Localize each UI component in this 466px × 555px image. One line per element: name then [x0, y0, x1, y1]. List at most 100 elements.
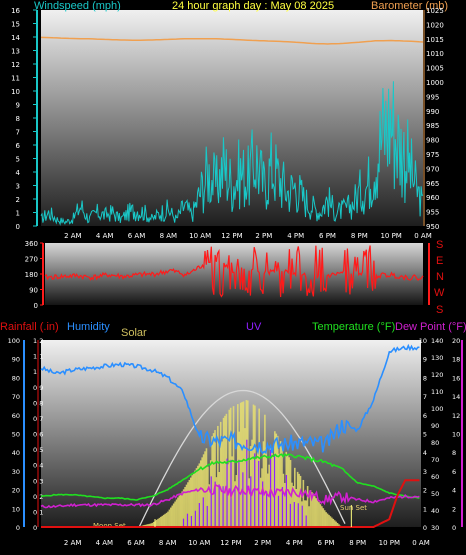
wind-y-tick-label: 15 — [11, 21, 20, 29]
rainfall-y-tick-label: 1 — [33, 368, 37, 376]
barometer-y-tick-label: 950 — [426, 223, 439, 231]
x-tick-label: 6 PM — [318, 539, 335, 547]
barometer-y-tick-label: 1025 — [426, 7, 444, 15]
wind-y-tick-label: 7 — [16, 129, 20, 137]
x-tick-label: 12 PM — [220, 539, 241, 547]
x-tick-label: 4 PM — [287, 232, 304, 240]
compass-label: S — [436, 304, 443, 316]
compass-label: S — [436, 239, 443, 251]
wind-y-tick-label: 4 — [16, 169, 21, 177]
uv-y-tick-label: 5 — [423, 431, 427, 439]
temperature-y-tick-label: 60 — [431, 473, 439, 481]
temperature-y-tick-label: 30 — [431, 524, 439, 532]
x-tick-label: 0 AM — [414, 232, 432, 240]
humidity-y-tick-label: 10 — [12, 505, 20, 513]
humidity-y-tick-label: 70 — [12, 393, 20, 401]
rainfall-y-tick-label: 0 — [33, 524, 37, 532]
x-tick-label: 2 PM — [254, 539, 271, 547]
barometer-y-tick-label: 1010 — [426, 50, 444, 58]
barometer-y-tick-label: 955 — [426, 209, 439, 217]
humidity-y-tick-label: 50 — [12, 431, 20, 439]
dewpoint-line — [40, 483, 420, 509]
windspeed-line — [40, 81, 424, 226]
humidity-line — [40, 343, 420, 455]
humidity-y-tick-label: 100 — [8, 337, 20, 345]
x-tick-label: 10 PM — [380, 232, 401, 240]
x-tick-label: 0 AM — [412, 539, 430, 547]
barometer-y-tick-label: 980 — [426, 137, 439, 145]
wind-y-tick-label: 2 — [16, 196, 20, 204]
solar-axis-title: Solar — [121, 327, 147, 339]
dewpoint-y-tick-label: 10 — [452, 431, 460, 439]
temperature-y-tick-label: 80 — [431, 439, 439, 447]
uv-axis-title: UV — [246, 321, 262, 333]
dewpoint-y-tick-label: 4 — [452, 487, 456, 495]
x-tick-label: 12 PM — [221, 232, 242, 240]
temperature-y-tick-label: 90 — [431, 422, 439, 430]
wind-y-tick-label: 3 — [16, 183, 20, 191]
temperature-line — [40, 452, 420, 501]
barometer-y-tick-label: 960 — [426, 194, 439, 202]
x-tick-label: 2 AM — [64, 232, 82, 240]
wind-y-tick-label: 16 — [11, 7, 20, 15]
temperature-y-tick-label: 110 — [431, 388, 443, 396]
wind-y-tick-label: 0 — [16, 223, 20, 231]
temperature-y-tick-label: 140 — [431, 337, 443, 345]
dewpoint-axis-title: Dew Point (°F) — [395, 321, 466, 333]
x-tick-label: 8 PM — [349, 539, 366, 547]
wind-y-tick-label: 10 — [11, 88, 20, 96]
barometer-y-tick-label: 970 — [426, 165, 439, 173]
dynamic-marks: 0123456789101112131415169509559609659709… — [8, 7, 463, 547]
x-tick-label: 2 PM — [255, 232, 272, 240]
compass-label: E — [436, 255, 443, 267]
wind-y-tick-label: 1 — [16, 210, 20, 218]
x-tick-label: 6 AM — [127, 539, 145, 547]
barometer-y-tick-label: 975 — [426, 151, 439, 159]
uv-y-tick-label: 9 — [423, 356, 427, 364]
x-tick-label: 4 AM — [96, 232, 114, 240]
sun-set-label: Sun Set — [340, 504, 367, 512]
temperature-y-tick-label: 130 — [431, 354, 443, 362]
wind-y-tick-label: 8 — [16, 115, 20, 123]
dewpoint-y-tick-label: 20 — [452, 337, 460, 345]
dewpoint-y-tick-label: 8 — [452, 449, 456, 457]
wind-y-tick-label: 12 — [11, 61, 20, 69]
direction-y-tick-label: 0 — [34, 302, 38, 310]
compass-label: N — [436, 271, 444, 283]
barometer-y-tick-label: 1005 — [426, 65, 444, 73]
temperature-y-tick-label: 50 — [431, 490, 439, 498]
uv-y-tick-label: 3 — [423, 468, 427, 476]
direction-y-tick-label: 90 — [29, 287, 38, 295]
humidity-y-tick-label: 80 — [12, 374, 20, 382]
compass-labels: S E N W S — [434, 239, 445, 316]
uv-y-tick-label: 7 — [423, 393, 427, 401]
barometer-axis-title: Barometer (mb) — [371, 0, 448, 12]
x-tick-label: 10 PM — [379, 539, 400, 547]
x-tick-label: 8 AM — [160, 232, 178, 240]
uv-y-tick-label: 2 — [423, 487, 427, 495]
temperature-y-tick-label: 120 — [431, 371, 443, 379]
wind-y-tick-label: 9 — [16, 102, 20, 110]
temperature-axis-title: Temperature (°F) — [312, 321, 395, 333]
barometer-y-tick-label: 1015 — [426, 36, 444, 44]
barometer-y-tick-label: 1000 — [426, 79, 444, 87]
direction-y-tick-label: 270 — [25, 256, 38, 264]
windspeed-axis-title: Windspeed (mph) — [34, 0, 121, 12]
humidity-y-tick-label: 30 — [12, 468, 20, 476]
humidity-axis-title: Humidity — [67, 321, 110, 333]
temperature-y-tick-label: 40 — [431, 507, 439, 515]
wind-y-tick-label: 11 — [11, 75, 20, 83]
compass-label: W — [434, 287, 445, 299]
dewpoint-y-tick-label: 6 — [452, 468, 456, 476]
uv-y-tick-label: 1 — [423, 505, 427, 513]
dewpoint-y-tick-label: 2 — [452, 505, 456, 513]
humidity-y-tick-label: 90 — [12, 356, 20, 364]
direction-y-tick-label: 180 — [25, 271, 38, 279]
temperature-y-tick-label: 100 — [431, 405, 443, 413]
humidity-y-tick-label: 20 — [12, 487, 20, 495]
rainfall-axis-title: Rainfall (.in) — [0, 321, 59, 333]
x-tick-label: 8 PM — [351, 232, 368, 240]
uv-y-tick-label: 6 — [423, 412, 427, 420]
barometer-y-tick-label: 990 — [426, 108, 439, 116]
wind-plot-area — [41, 10, 423, 226]
